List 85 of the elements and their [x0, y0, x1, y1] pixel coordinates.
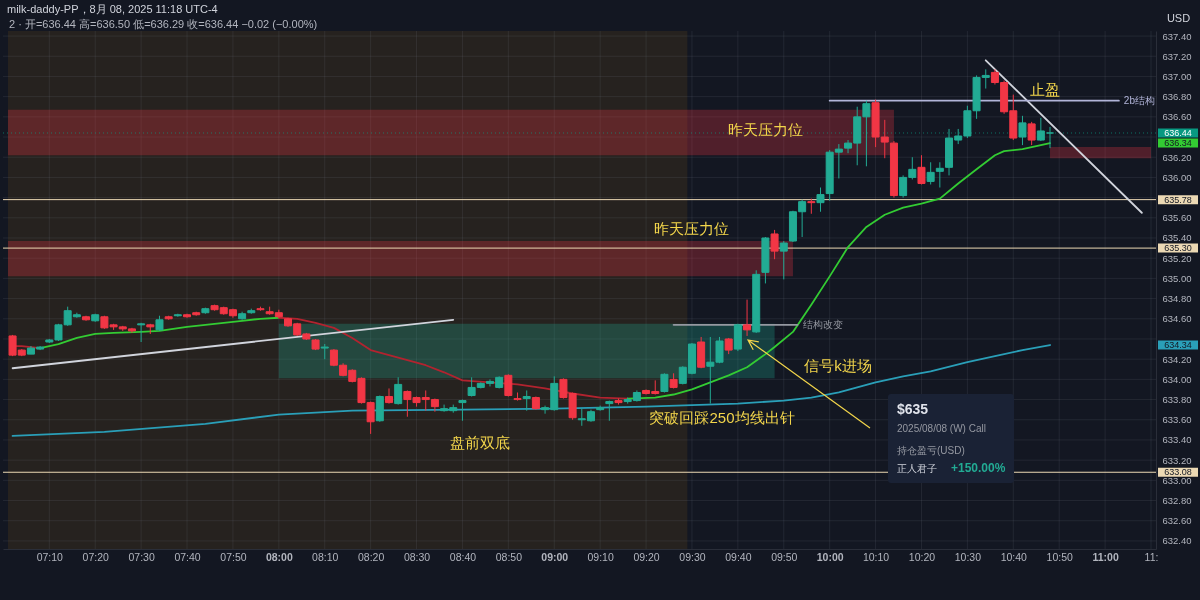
x-tick-label: 08:10	[312, 550, 339, 563]
line-series	[626, 142, 1051, 400]
y-tick-label: 637.20	[1162, 50, 1192, 62]
y-tick-label: 635.60	[1162, 212, 1192, 224]
x-tick-label: 09:30	[679, 550, 706, 563]
y-tick-label: 632.80	[1162, 495, 1192, 507]
x-tick-label: 11:00	[1092, 550, 1119, 563]
x-tick-label: 08:40	[449, 550, 477, 563]
annotation: 持仓盈亏(USD)	[897, 444, 965, 458]
ref-line-label: 635.78	[1164, 194, 1192, 205]
candlestick	[926, 161, 935, 185]
candlestick	[816, 187, 825, 213]
y-tick-label: 634.20	[1162, 353, 1192, 365]
x-tick-label: 10:40	[1000, 550, 1028, 563]
y-tick-label: 632.40	[1162, 535, 1192, 547]
text: 636.34	[1164, 138, 1192, 149]
y-tick-label: 636.60	[1162, 111, 1192, 123]
y-tick-label: 635.20	[1162, 252, 1192, 264]
series-label: 2b结构	[1123, 94, 1155, 106]
annotation: 盘前双底	[450, 434, 510, 451]
x-tick-label: 10:50	[1046, 550, 1073, 563]
series-label: 结构改变	[802, 318, 843, 330]
y-tick-label: 636.80	[1162, 91, 1192, 103]
annotation: +150.00%	[951, 461, 1006, 475]
line-series	[277, 316, 629, 400]
candlestick	[1027, 121, 1036, 146]
candlestick	[743, 299, 752, 337]
candlestick	[779, 240, 788, 280]
candlestick	[504, 373, 513, 398]
candlestick	[522, 389, 531, 412]
x-tick-label: 09:40	[725, 550, 752, 563]
y-tick-label: 637.40	[1162, 30, 1192, 42]
y-tick-label: 634.00	[1162, 373, 1192, 385]
y-tick-label: 634.80	[1162, 293, 1192, 305]
y-tick-label: 636.20	[1162, 151, 1192, 163]
x-tick-label: 11:	[1144, 550, 1159, 563]
text: 634.34	[1164, 340, 1192, 351]
candlestick	[935, 161, 944, 189]
candlestick	[917, 154, 926, 185]
ref-line-label: 635.30	[1164, 243, 1192, 254]
x-tick-label: 08:00	[265, 550, 293, 563]
y-tick-label: 637.00	[1162, 70, 1192, 82]
annotation: 突破回踩250均线出针	[649, 409, 795, 426]
y-tick-label: 633.60	[1162, 414, 1192, 426]
x-tick-label: 08:30	[403, 550, 431, 563]
x-tick-label: 08:20	[358, 550, 385, 563]
x-tick-label: 07:10	[36, 550, 64, 563]
annotation: 信号k进场	[804, 357, 872, 374]
x-tick-label: 07:40	[174, 550, 201, 563]
x-tick-label: 10:20	[908, 550, 936, 563]
x-tick-label: 07:30	[128, 550, 155, 563]
y-tick-label: 635.00	[1162, 272, 1192, 284]
ref-line-label: 636.44	[1164, 127, 1192, 138]
annotation: 2025/08/08 (W) Call	[897, 423, 986, 434]
x-tick-label: 10:10	[862, 550, 890, 563]
annotation: 止盈	[1030, 81, 1060, 98]
y-tick-label: 635.40	[1162, 232, 1192, 244]
candlestick	[1046, 126, 1055, 149]
x-tick-label: 10:00	[816, 550, 844, 563]
x-tick-label: 08:50	[495, 550, 523, 563]
x-tick-label: 07:50	[220, 550, 247, 563]
candlestick	[1018, 115, 1027, 146]
chart-title: milk-daddy-PP，8月 08, 2025 11:18 UTC-4	[7, 3, 218, 15]
candlestick	[394, 376, 403, 406]
x-tick-label: 09:20	[633, 550, 660, 563]
y-tick-label: 636.00	[1162, 171, 1192, 183]
x-tick-label: 07:20	[82, 550, 110, 563]
y-axis-title: USD	[1166, 11, 1191, 24]
annotation: 正人君子	[897, 463, 937, 474]
y-tick-label: 633.80	[1162, 394, 1192, 406]
x-tick-label: 09:00	[541, 550, 569, 563]
y-tick-label: 633.20	[1162, 454, 1192, 466]
annotation: 昨天压力位	[654, 219, 730, 237]
x-tick-label: 09:50	[771, 550, 798, 563]
candlestick	[385, 387, 393, 405]
x-tick-label: 09:10	[587, 550, 614, 563]
annotation: 昨天压力位	[727, 120, 803, 138]
annotation: $635	[897, 401, 929, 417]
y-tick-label: 633.40	[1162, 434, 1192, 446]
line-series	[11, 344, 1051, 437]
x-tick-label: 10:30	[954, 550, 982, 563]
candlestick	[770, 229, 779, 260]
chart-subtitle: 2 · 开=636.44 高=636.50 低=636.29 收=636.44 −0.02 (−0.00%)	[9, 18, 318, 30]
y-tick-label: 634.60	[1162, 313, 1192, 325]
y-tick-label: 632.60	[1162, 515, 1192, 527]
